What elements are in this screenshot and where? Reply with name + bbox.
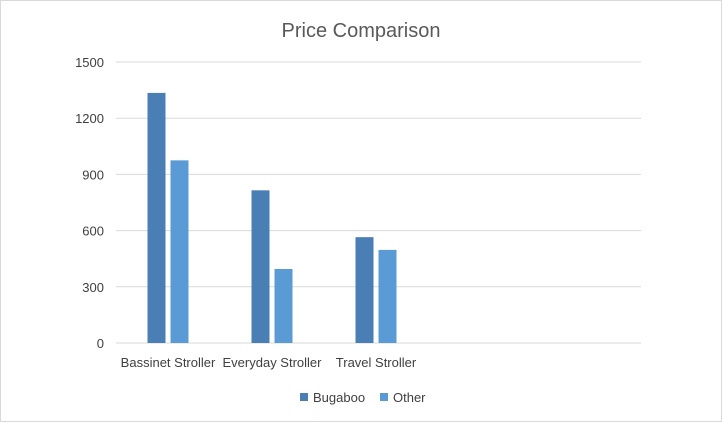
- x-category-label: Travel Stroller: [336, 355, 417, 370]
- bar-bugaboo-0: [147, 92, 166, 343]
- x-category-label: Everyday Stroller: [223, 355, 323, 370]
- legend-label-bugaboo: Bugaboo: [313, 390, 365, 405]
- legend-swatch-bugaboo: [300, 393, 308, 401]
- y-tick-label: 1500: [75, 55, 104, 70]
- bar-other-1: [274, 269, 293, 343]
- legend: Bugaboo Other: [300, 390, 426, 405]
- bars: [147, 92, 397, 343]
- x-axis-categories: Bassinet Stroller Everyday Stroller Travel…: [121, 355, 417, 370]
- legend-swatch-other: [380, 393, 388, 401]
- bar-other-0: [170, 160, 189, 343]
- y-tick-label: 300: [82, 280, 104, 295]
- x-category-label: Bassinet Stroller: [121, 355, 216, 370]
- bar-bugaboo-1: [251, 190, 270, 343]
- legend-label-other: Other: [393, 390, 426, 405]
- grid-lines: [116, 61, 641, 344]
- bar-other-2: [378, 249, 397, 343]
- y-tick-label: 1200: [75, 111, 104, 126]
- bar-bugaboo-2: [355, 237, 374, 343]
- y-tick-label: 900: [82, 167, 104, 182]
- y-axis-ticks: 0 300 600 900 1200 1500: [75, 55, 104, 351]
- chart-title: Price Comparison: [282, 20, 441, 42]
- y-tick-label: 0: [97, 336, 104, 351]
- y-tick-label: 600: [82, 224, 104, 239]
